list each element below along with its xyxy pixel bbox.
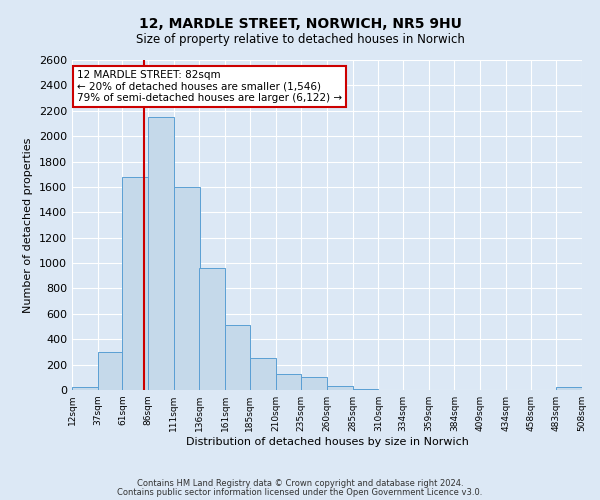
Bar bbox=[199, 268, 225, 390]
Bar bbox=[327, 386, 353, 390]
X-axis label: Distribution of detached houses by size in Norwich: Distribution of detached houses by size … bbox=[185, 437, 469, 447]
Bar bbox=[148, 117, 174, 390]
Bar bbox=[275, 374, 301, 390]
Bar bbox=[225, 326, 250, 390]
Bar bbox=[174, 187, 199, 390]
Text: 12 MARDLE STREET: 82sqm
← 20% of detached houses are smaller (1,546)
79% of semi: 12 MARDLE STREET: 82sqm ← 20% of detache… bbox=[77, 70, 342, 103]
Bar bbox=[98, 352, 122, 390]
Y-axis label: Number of detached properties: Number of detached properties bbox=[23, 138, 34, 312]
Bar bbox=[122, 178, 148, 390]
Bar bbox=[72, 387, 98, 390]
Text: 12, MARDLE STREET, NORWICH, NR5 9HU: 12, MARDLE STREET, NORWICH, NR5 9HU bbox=[139, 18, 461, 32]
Text: Size of property relative to detached houses in Norwich: Size of property relative to detached ho… bbox=[136, 32, 464, 46]
Bar bbox=[250, 358, 275, 390]
Text: Contains HM Land Registry data © Crown copyright and database right 2024.: Contains HM Land Registry data © Crown c… bbox=[137, 479, 463, 488]
Bar bbox=[556, 388, 582, 390]
Bar bbox=[301, 378, 327, 390]
Text: Contains public sector information licensed under the Open Government Licence v3: Contains public sector information licen… bbox=[118, 488, 482, 497]
